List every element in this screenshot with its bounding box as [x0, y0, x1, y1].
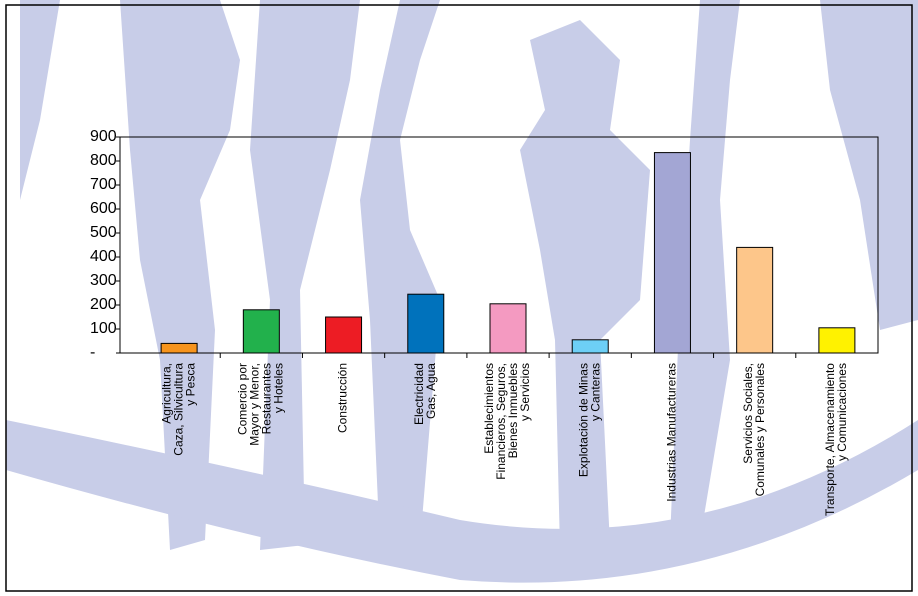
bar — [489, 303, 527, 354]
bar — [818, 327, 856, 354]
y-tick-label: - — [90, 344, 95, 361]
bar — [571, 339, 609, 354]
x-tick-label: y Servicios — [518, 363, 532, 421]
y-tick-label: 400 — [90, 248, 117, 265]
x-tick-label: y Pesca — [183, 363, 197, 406]
x-tick-label: Restaurantes — [260, 363, 274, 434]
x-tick-label: Electricidad — [412, 363, 426, 425]
x-tick-label: Gas, Agua — [424, 363, 438, 419]
y-tick-label: 800 — [90, 152, 117, 169]
x-tick-label: Comunales y Personales — [753, 363, 767, 496]
x-tick-label: Transporte, Almacenamiento — [823, 363, 837, 516]
x-tick-label: y Canteras — [588, 363, 602, 421]
y-tick-label: 600 — [90, 200, 117, 217]
y-tick-label: 700 — [90, 176, 117, 193]
bar — [242, 309, 280, 354]
x-tick-label: Establecimientos — [482, 363, 496, 454]
x-tick-label: Bienes Inmuebles — [506, 363, 520, 458]
y-tick-label: 300 — [90, 272, 117, 289]
bar — [407, 293, 445, 354]
y-tick-label: 900 — [90, 128, 117, 145]
frame — [5, 4, 913, 592]
x-tick-label: Construcción — [336, 363, 350, 433]
x-tick-label: Comercio por — [236, 363, 250, 435]
bar — [325, 316, 363, 354]
x-tick-label: Explotación de Minas — [576, 363, 590, 477]
bar — [653, 152, 691, 354]
x-tick-label: Caza, Silvicultura — [171, 363, 185, 456]
x-tick-label: Financieros, Seguros, — [494, 363, 508, 480]
x-tick-label: y Hoteles — [272, 363, 286, 413]
x-tick-label: Industrias Manufactureras — [665, 363, 679, 502]
x-tick-label: Mayor y Menor, — [248, 363, 262, 446]
y-tick-label: 100 — [90, 320, 117, 337]
bar — [160, 342, 198, 354]
x-tick-label: Agricultura, — [159, 363, 173, 424]
background-watermark — [6, 0, 918, 583]
y-tick-label: 200 — [90, 296, 117, 313]
y-tick-label: 500 — [90, 224, 117, 241]
x-tick-label: Servicios Sociales, — [741, 363, 755, 464]
bar — [736, 246, 774, 354]
x-tick-label: y Comunicaciones — [835, 363, 849, 461]
